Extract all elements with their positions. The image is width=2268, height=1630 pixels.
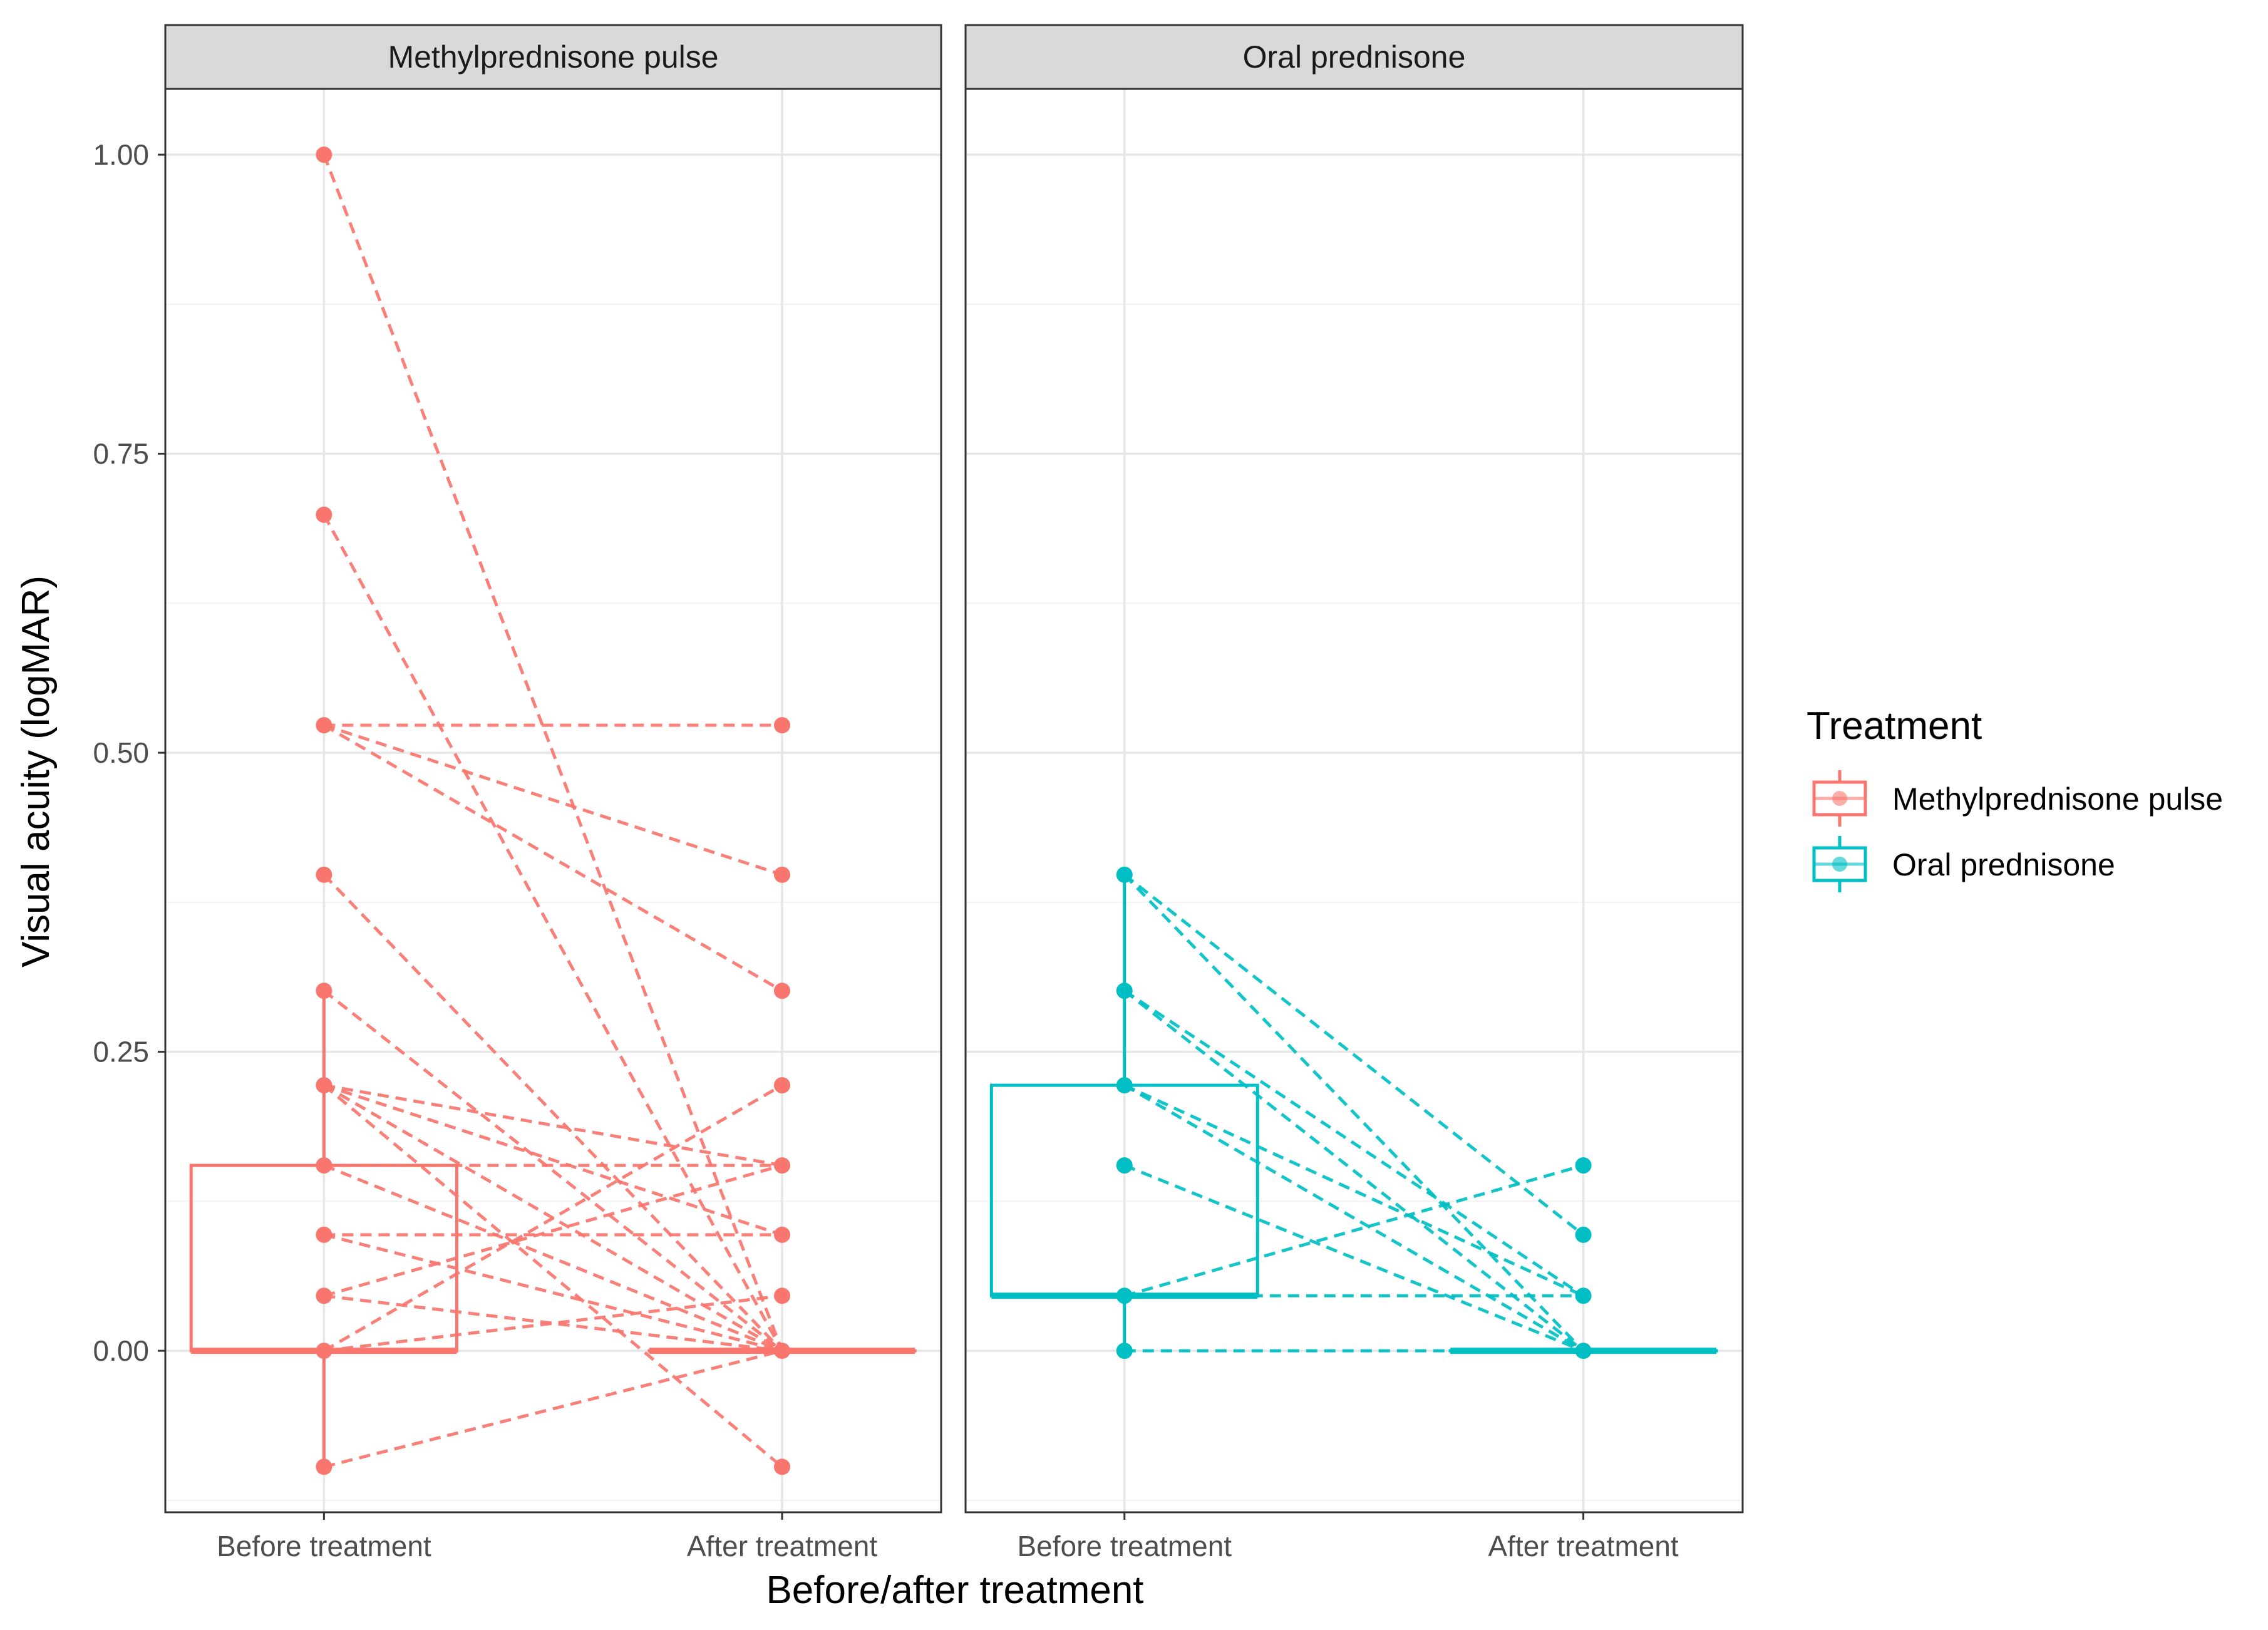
data-point	[316, 1157, 332, 1173]
data-point	[316, 147, 332, 163]
data-point	[316, 1343, 332, 1359]
data-point	[774, 983, 790, 999]
panel-strip-label: Oral prednisone	[1243, 39, 1466, 75]
data-point	[316, 1227, 332, 1243]
legend-key-point	[1832, 791, 1847, 806]
x-axis-title: Before/after treatment	[766, 1569, 1143, 1612]
data-point	[774, 1077, 790, 1093]
legend-title: Treatment	[1807, 704, 1982, 748]
data-point	[316, 867, 332, 883]
data-point	[1116, 983, 1133, 999]
data-point	[1116, 1343, 1133, 1359]
data-point	[774, 1458, 790, 1475]
data-point	[1116, 867, 1133, 883]
x-tick-label: After treatment	[687, 1530, 877, 1562]
y-tick-label: 0.00	[93, 1334, 149, 1367]
data-point	[316, 1077, 332, 1093]
data-point	[316, 983, 332, 999]
data-point	[316, 1287, 332, 1304]
y-tick-label: 0.50	[93, 736, 149, 769]
y-tick-label: 0.75	[93, 438, 149, 470]
data-point	[774, 1343, 790, 1359]
data-point	[316, 1458, 332, 1475]
legend-key-point	[1832, 857, 1847, 872]
data-point	[1116, 1287, 1133, 1304]
data-point	[1116, 1077, 1133, 1093]
data-point	[774, 1227, 790, 1243]
data-point	[1575, 1227, 1592, 1243]
x-tick-label: Before treatment	[1017, 1530, 1232, 1562]
data-point	[774, 1157, 790, 1173]
x-tick-label: Before treatment	[217, 1530, 431, 1562]
data-point	[774, 1287, 790, 1304]
y-axis-title: Visual acuity (logMAR)	[14, 575, 58, 967]
data-point	[774, 717, 790, 733]
data-point	[316, 507, 332, 523]
y-tick-label: 1.00	[93, 138, 149, 171]
x-tick-label: After treatment	[1488, 1530, 1678, 1562]
data-point	[1575, 1157, 1592, 1173]
data-point	[1116, 1157, 1133, 1173]
y-tick-label: 0.25	[93, 1036, 149, 1068]
panel-strip-label: Methylprednisone pulse	[388, 39, 718, 75]
data-point	[316, 717, 332, 733]
data-point	[1575, 1343, 1592, 1359]
legend-label: Methylprednisone pulse	[1892, 781, 2223, 817]
data-point	[774, 867, 790, 883]
legend-label: Oral prednisone	[1892, 847, 2115, 882]
data-point	[1575, 1287, 1592, 1304]
